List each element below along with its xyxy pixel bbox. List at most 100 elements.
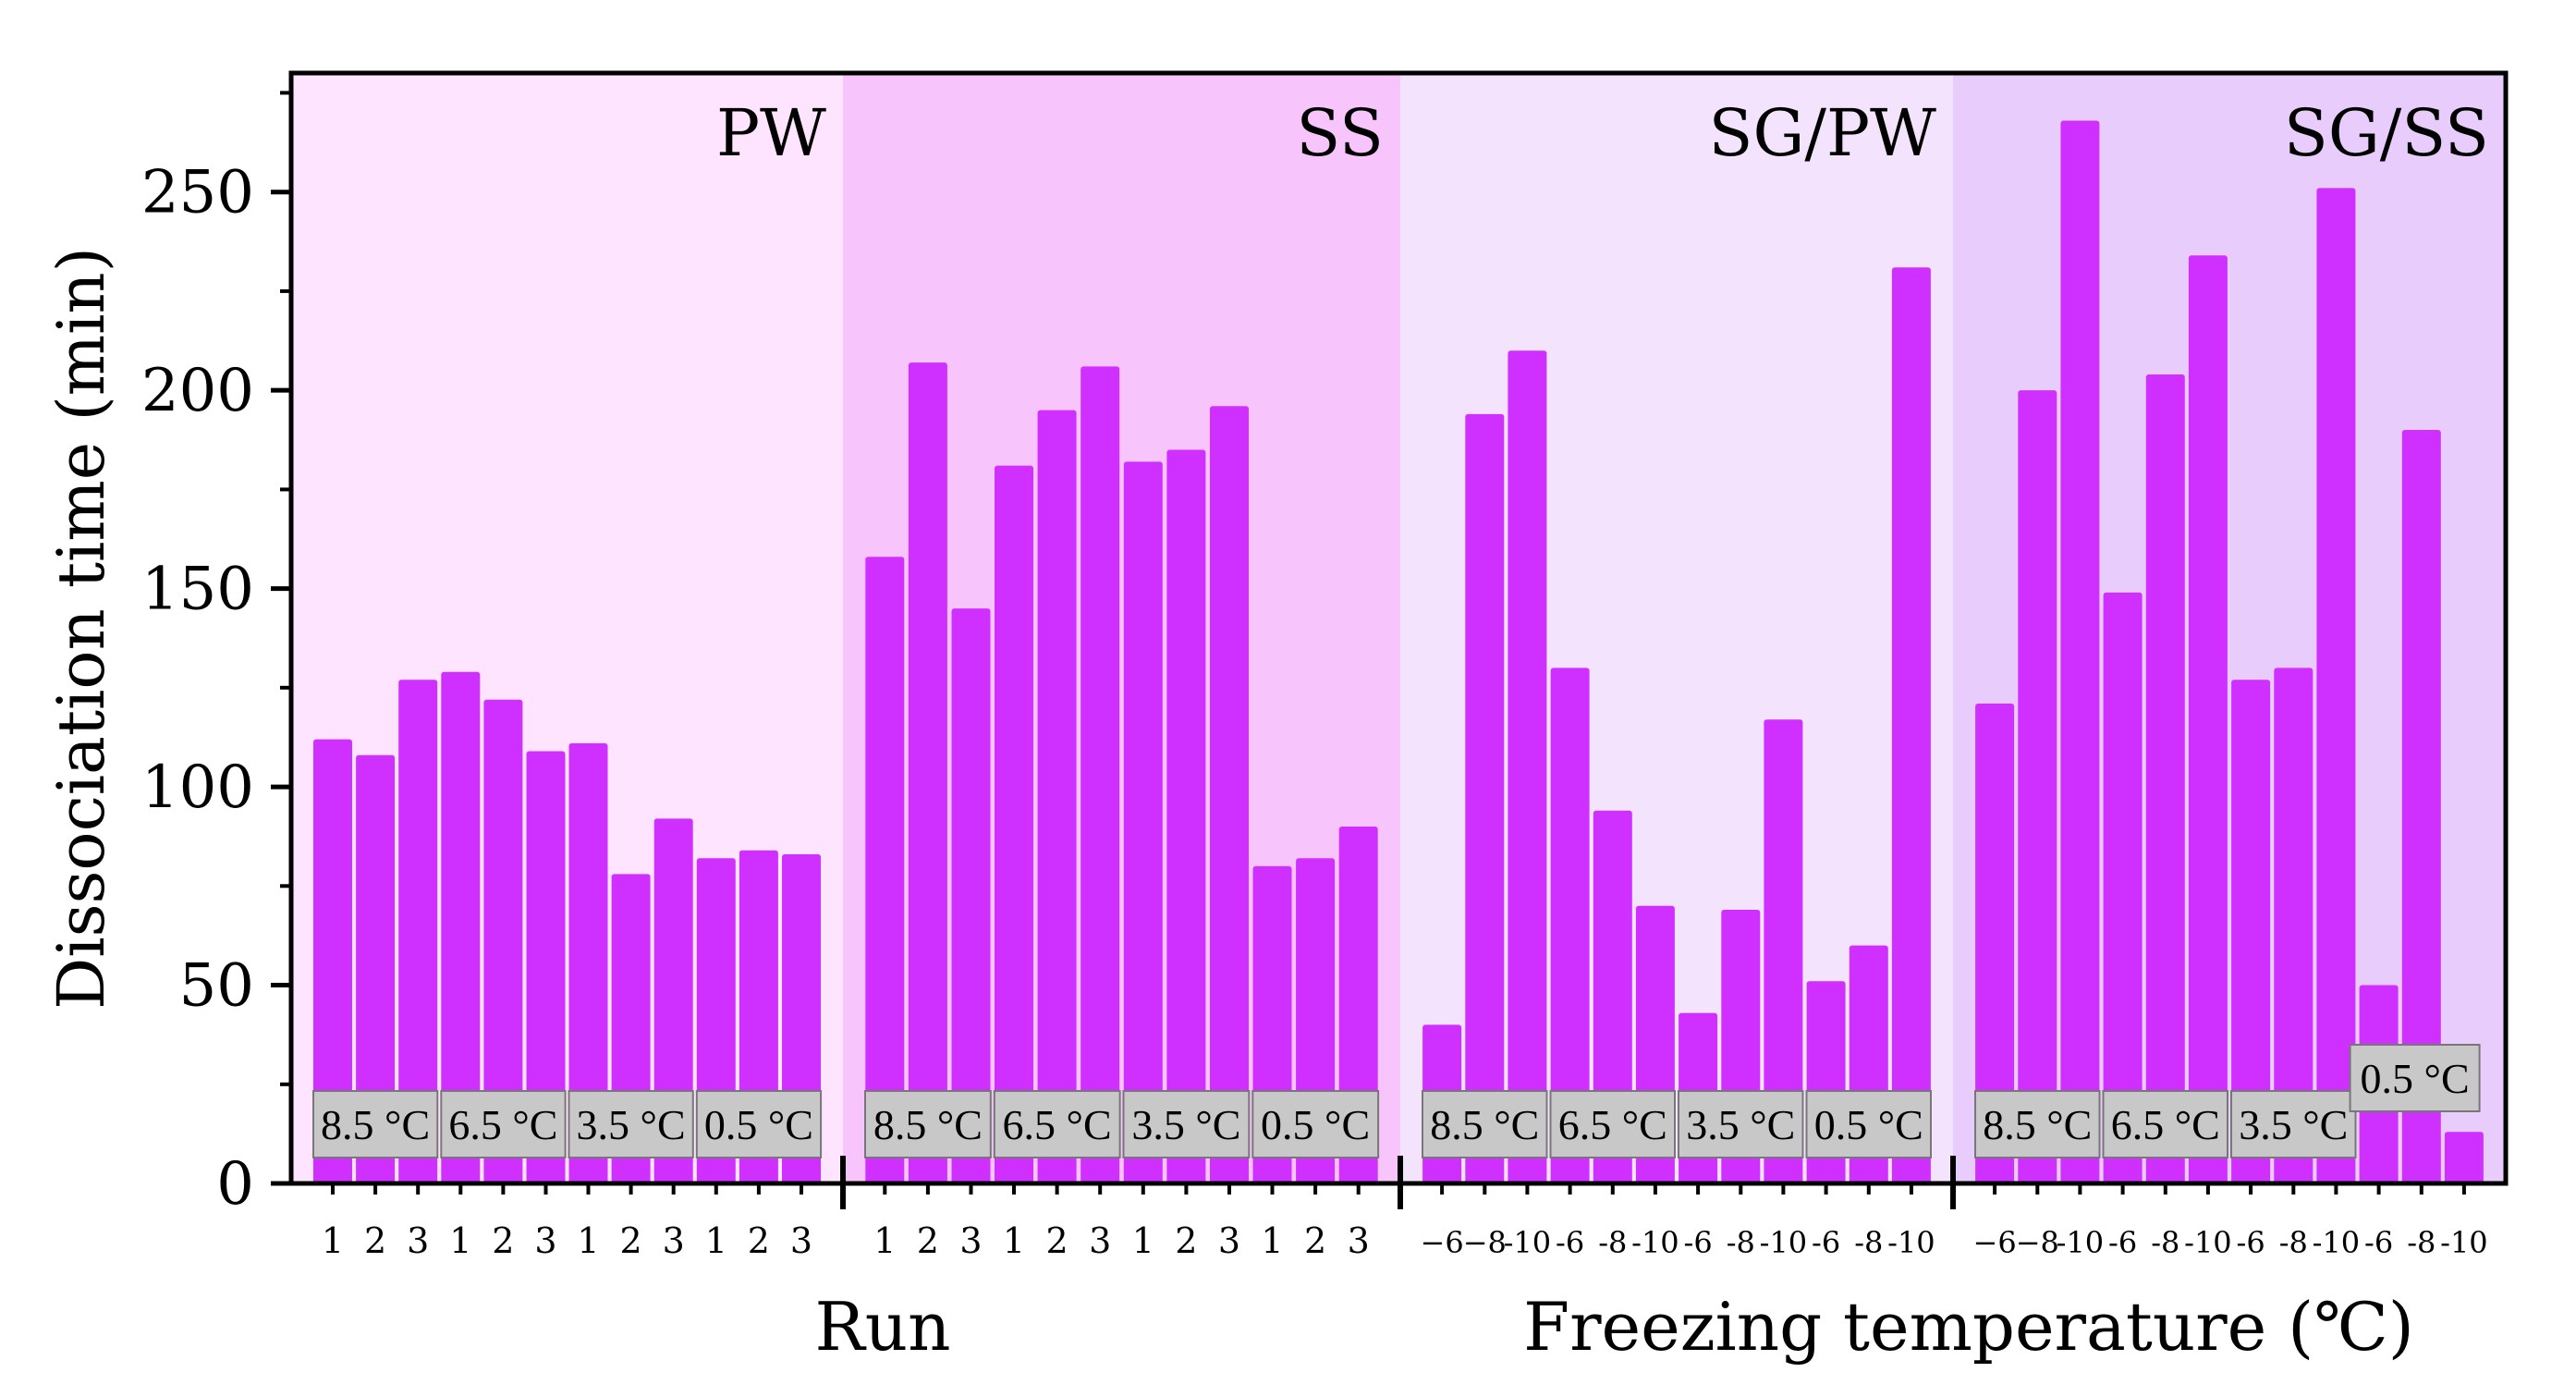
condition-label: 8.5 °C — [1983, 1101, 2092, 1148]
category-label: 1 — [322, 1220, 344, 1261]
condition-label-box — [440, 1090, 567, 1158]
condition-label: 8.5 °C — [873, 1101, 983, 1148]
category-label: 2 — [620, 1220, 642, 1261]
condition-label: 3.5 °C — [1686, 1101, 1795, 1148]
category-label: −6 — [1421, 1225, 1464, 1260]
bar — [2444, 1132, 2484, 1183]
bar — [526, 751, 566, 1183]
y-tick-label: 200 — [141, 357, 254, 425]
condition-label-box — [1422, 1090, 1548, 1158]
condition-label-box — [2230, 1090, 2357, 1158]
bar — [1975, 704, 2015, 1183]
condition-labels: 8.5 °C 6.5 °C 3.5 °C 0.5 °C 8.5 °C 6.5 °C 3.5 … — [312, 1044, 2481, 1158]
condition-label-box — [2102, 1090, 2228, 1158]
bar — [1037, 410, 1077, 1184]
panel-title-2: SS — [1296, 95, 1384, 171]
condition-label-box — [2349, 1044, 2481, 1112]
panel-title-3: SG/PW — [1708, 95, 1936, 171]
category-label: 2 — [492, 1220, 514, 1261]
condition-label-box — [1549, 1090, 1676, 1158]
bar — [1166, 449, 1206, 1183]
bar — [2060, 120, 2100, 1183]
condition-label: 8.5 °C — [1430, 1101, 1539, 1148]
category-label: 1 — [705, 1220, 727, 1261]
bar — [951, 608, 991, 1183]
condition-label-box — [1974, 1090, 2101, 1158]
condition-label: 6.5 °C — [2111, 1101, 2220, 1148]
x-axis-title-run: Run — [815, 1288, 951, 1366]
condition-label: 0.5 °C — [2361, 1055, 2470, 1102]
category-label: -6 — [2364, 1225, 2393, 1260]
category-label: 2 — [917, 1220, 939, 1261]
category-label: 1 — [1261, 1220, 1283, 1261]
y-tick-label: 100 — [141, 754, 254, 822]
condition-label-box — [864, 1090, 992, 1158]
category-label: -6 — [1684, 1225, 1713, 1260]
bar — [2145, 374, 2185, 1183]
bar — [1891, 267, 1931, 1183]
condition-label: 6.5 °C — [1558, 1101, 1667, 1148]
category-label: 3 — [663, 1220, 685, 1261]
y-tick-label: 0 — [216, 1150, 254, 1219]
category-label: -6 — [1812, 1225, 1840, 1260]
bar — [441, 671, 481, 1183]
condition-label: 0.5 °C — [704, 1101, 813, 1148]
category-label: -8 — [1854, 1225, 1883, 1260]
category-label: -6 — [2237, 1225, 2265, 1260]
condition-label: 8.5 °C — [321, 1101, 430, 1148]
bar — [2401, 430, 2441, 1183]
bar — [313, 739, 352, 1183]
condition-label-box — [695, 1090, 823, 1158]
bar — [2103, 592, 2143, 1183]
category-label: -10 — [1887, 1225, 1935, 1260]
bar — [2316, 188, 2356, 1183]
y-tick-label: 250 — [141, 159, 254, 227]
condition-label-box — [1805, 1090, 1932, 1158]
panel-title-4: SG/SS — [2284, 95, 2489, 171]
condition-label-box — [993, 1090, 1121, 1158]
condition-label-box — [312, 1090, 439, 1158]
category-label: -10 — [2313, 1225, 2361, 1260]
category-label: -10 — [1504, 1225, 1552, 1260]
category-label: -10 — [1631, 1225, 1679, 1260]
category-label: -8 — [1598, 1225, 1627, 1260]
condition-label: 0.5 °C — [1261, 1101, 1370, 1148]
category-label: −6 — [1973, 1225, 2017, 1260]
category-label: -8 — [2279, 1225, 2308, 1260]
category-label: 3 — [534, 1220, 556, 1261]
condition-label-box — [568, 1090, 694, 1158]
category-label: -10 — [2440, 1225, 2488, 1260]
condition-label-box — [1678, 1090, 1804, 1158]
bar — [398, 680, 438, 1183]
axes — [271, 70, 2509, 1209]
bar — [2231, 680, 2271, 1183]
condition-label-box — [1251, 1090, 1380, 1158]
condition-label: 6.5 °C — [448, 1101, 557, 1148]
bar — [1764, 719, 1803, 1183]
category-label: 3 — [1089, 1220, 1111, 1261]
category-label: -10 — [1760, 1225, 1808, 1260]
bar — [865, 557, 905, 1183]
category-label: 2 — [748, 1220, 770, 1261]
bar — [1508, 350, 1547, 1184]
category-label: -8 — [1727, 1225, 1755, 1260]
bar — [483, 699, 523, 1183]
x-axis-title-freezing-temperature: Freezing temperature (℃) — [1523, 1288, 2414, 1366]
category-label: 3 — [790, 1220, 812, 1261]
category-label: 3 — [959, 1220, 982, 1261]
category-label: -6 — [1556, 1225, 1584, 1260]
condition-label: 0.5 °C — [1814, 1101, 1923, 1148]
bar — [356, 754, 396, 1183]
plot-frame — [288, 70, 2509, 1186]
category-label: −8 — [2016, 1225, 2059, 1260]
category-label: 3 — [1218, 1220, 1240, 1261]
bar — [2274, 668, 2314, 1183]
bar — [995, 465, 1033, 1184]
category-label: −8 — [1463, 1225, 1507, 1260]
category-label: -6 — [2108, 1225, 2137, 1260]
bar — [1465, 413, 1505, 1183]
category-label: 1 — [577, 1220, 599, 1261]
condition-label-box — [1122, 1090, 1251, 1158]
panel-title-1: PW — [716, 95, 826, 171]
